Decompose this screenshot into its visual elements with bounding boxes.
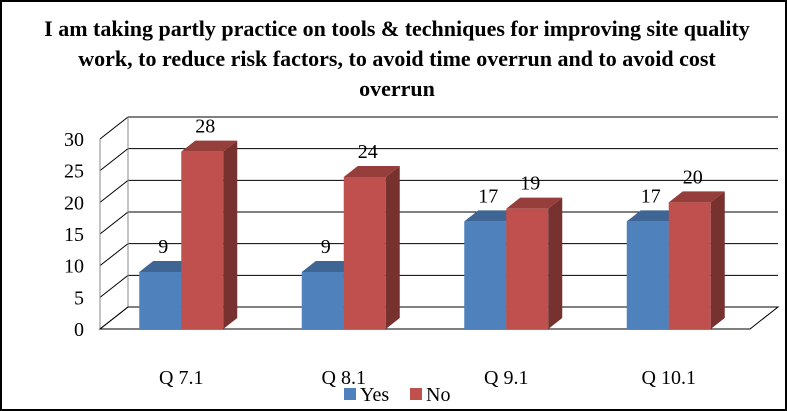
bar-no xyxy=(668,202,711,329)
legend-label-yes: Yes xyxy=(360,384,389,406)
y-tick-label: 20 xyxy=(64,192,84,214)
data-label: 17 xyxy=(478,185,498,207)
bar-yes xyxy=(626,221,669,329)
x-tick-label: Q 10.1 xyxy=(642,367,696,389)
bar-side-no xyxy=(223,140,238,329)
bar-top-no xyxy=(506,197,563,209)
x-tick-label: Q 8.1 xyxy=(322,367,366,389)
y-tick-label: 25 xyxy=(64,161,84,183)
y-tick-label: 0 xyxy=(74,319,84,341)
bar-side-no xyxy=(385,166,400,329)
bar-yes xyxy=(139,272,182,329)
bar-no xyxy=(343,177,386,329)
bar-no xyxy=(181,151,224,329)
gridline-side xyxy=(99,243,129,267)
bar-yes xyxy=(301,272,344,329)
bar-side-no xyxy=(710,191,725,329)
data-label: 19 xyxy=(520,173,540,195)
chart-title: I am taking partly practice on tools & t… xyxy=(44,16,750,101)
gridline-side xyxy=(99,211,129,235)
x-tick-label: Q 9.1 xyxy=(484,367,528,389)
data-label: 24 xyxy=(358,141,378,163)
data-label: 20 xyxy=(683,166,703,188)
gridline-side xyxy=(99,116,129,140)
bar-side-no xyxy=(548,197,563,329)
bar-top-no xyxy=(668,191,725,203)
y-tick-label: 5 xyxy=(74,287,84,309)
gridline-side xyxy=(99,179,129,203)
legend-swatch-yes xyxy=(344,388,356,400)
data-label: 28 xyxy=(195,116,215,138)
gridline-side xyxy=(99,274,129,298)
y-tick-label: 10 xyxy=(64,256,84,278)
y-tick-label: 15 xyxy=(64,224,84,246)
data-label: 9 xyxy=(158,236,168,258)
data-label: 9 xyxy=(321,236,331,258)
legend-swatch-no xyxy=(410,388,422,400)
data-label: 17 xyxy=(641,185,661,207)
legend-label-no: No xyxy=(426,384,450,406)
bar-yes xyxy=(464,221,507,329)
gridline-side xyxy=(99,148,129,172)
bar-no xyxy=(506,208,549,329)
y-tick-label: 30 xyxy=(64,129,84,151)
bar-top-no xyxy=(343,166,400,177)
x-tick-label: Q 7.1 xyxy=(159,367,203,389)
bar-top-no xyxy=(181,140,238,152)
